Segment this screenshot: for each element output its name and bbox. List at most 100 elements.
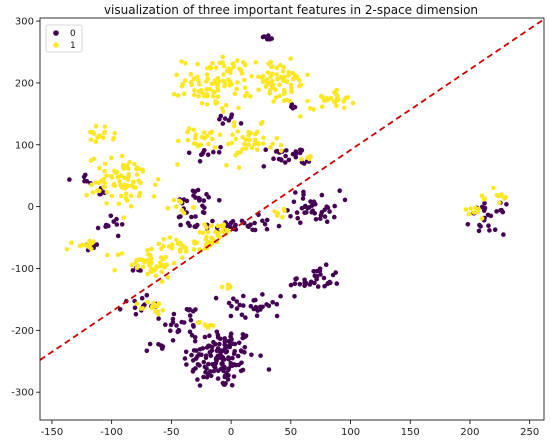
data-point-series-1 — [236, 165, 242, 170]
data-point-series-0 — [327, 209, 332, 214]
data-point-series-0 — [326, 280, 331, 286]
data-point-series-1 — [157, 260, 163, 266]
data-point-series-0 — [202, 148, 207, 153]
data-point-series-1 — [88, 129, 93, 135]
data-point-series-1 — [93, 180, 99, 185]
data-point-series-0 — [191, 193, 196, 198]
data-point-series-0 — [188, 317, 194, 323]
data-point-series-0 — [227, 344, 232, 350]
data-point-series-0 — [309, 209, 315, 215]
data-point-series-1 — [109, 155, 114, 161]
data-point-series-0 — [193, 214, 198, 219]
data-point-series-1 — [265, 70, 271, 75]
data-point-series-0 — [276, 223, 282, 229]
data-point-series-1 — [191, 127, 196, 133]
data-point-series-1 — [149, 260, 154, 266]
data-point-series-1 — [343, 95, 349, 101]
data-point-series-0 — [206, 194, 211, 200]
data-point-series-1 — [287, 98, 293, 104]
data-point-series-1 — [171, 260, 177, 266]
data-point-series-1 — [196, 94, 201, 99]
data-point-series-0 — [318, 216, 323, 221]
data-point-series-0 — [260, 218, 265, 224]
data-point-series-1 — [246, 142, 251, 147]
data-point-series-1 — [305, 72, 310, 78]
data-point-series-0 — [139, 295, 145, 301]
data-point-series-0 — [202, 334, 208, 340]
data-point-series-0 — [179, 319, 184, 325]
data-point-series-0 — [274, 313, 280, 319]
data-point-series-0 — [191, 324, 196, 329]
data-point-series-1 — [243, 146, 249, 151]
data-point-series-0 — [342, 197, 348, 203]
data-point-series-1 — [281, 91, 287, 96]
data-point-series-1 — [134, 265, 140, 271]
data-point-series-0 — [486, 223, 491, 228]
data-point-series-1 — [181, 91, 187, 96]
data-point-series-1 — [150, 303, 155, 309]
data-point-series-1 — [155, 309, 161, 314]
y-tick-label: 300 — [15, 17, 34, 28]
data-point-series-0 — [201, 374, 206, 380]
data-point-series-1 — [167, 235, 173, 240]
data-point-series-0 — [203, 353, 209, 359]
data-point-series-1 — [145, 248, 150, 253]
data-point-series-1 — [160, 308, 166, 313]
data-point-series-0 — [200, 210, 206, 215]
data-point-series-1 — [236, 105, 241, 111]
data-point-series-0 — [243, 315, 248, 320]
data-point-series-0 — [297, 147, 303, 153]
plot-frame — [39, 17, 545, 421]
data-point-series-0 — [174, 323, 179, 328]
data-point-series-0 — [119, 222, 125, 227]
data-point-series-1 — [210, 136, 215, 142]
data-point-series-1 — [260, 141, 266, 146]
data-point-series-1 — [230, 132, 235, 137]
data-point-series-1 — [145, 271, 150, 277]
data-point-series-0 — [178, 214, 183, 219]
data-point-series-1 — [134, 172, 140, 177]
data-point-series-0 — [229, 304, 234, 309]
data-point-series-1 — [197, 230, 202, 235]
data-point-series-0 — [334, 281, 340, 286]
data-point-series-1 — [197, 82, 202, 87]
data-point-series-1 — [88, 137, 94, 142]
data-point-series-0 — [83, 172, 88, 178]
data-point-series-1 — [192, 241, 197, 246]
data-point-series-0 — [184, 307, 190, 312]
data-point-series-0 — [274, 148, 280, 154]
data-point-series-1 — [204, 72, 210, 77]
data-point-series-1 — [224, 162, 229, 168]
data-point-series-1 — [199, 100, 205, 106]
data-point-series-0 — [262, 221, 268, 227]
data-point-series-1 — [195, 74, 200, 80]
data-point-series-0 — [300, 196, 306, 201]
data-point-series-0 — [283, 153, 288, 159]
data-point-series-1 — [188, 80, 194, 85]
data-point-series-0 — [67, 177, 72, 182]
data-point-series-1 — [198, 142, 204, 147]
data-point-series-1 — [278, 148, 284, 154]
data-point-series-0 — [251, 298, 256, 303]
data-point-series-1 — [277, 82, 282, 87]
data-point-series-0 — [211, 149, 216, 155]
data-point-series-0 — [221, 366, 227, 372]
data-point-series-1 — [218, 223, 223, 229]
data-point-series-0 — [251, 306, 256, 312]
reference-line — [39, 18, 545, 361]
data-point-series-1 — [255, 129, 260, 135]
data-point-series-1 — [270, 141, 275, 147]
data-point-series-1 — [298, 114, 303, 119]
data-point-series-1 — [206, 141, 211, 147]
data-point-series-0 — [111, 219, 116, 224]
data-point-series-1 — [133, 185, 138, 190]
data-point-series-1 — [280, 76, 286, 82]
data-point-series-0 — [501, 232, 506, 237]
data-point-series-0 — [315, 284, 321, 289]
data-point-series-0 — [114, 222, 120, 227]
data-point-series-1 — [140, 169, 145, 174]
data-point-series-1 — [204, 86, 209, 92]
data-point-series-0 — [317, 266, 323, 272]
data-point-series-0 — [215, 332, 221, 338]
data-point-series-1 — [109, 193, 115, 199]
